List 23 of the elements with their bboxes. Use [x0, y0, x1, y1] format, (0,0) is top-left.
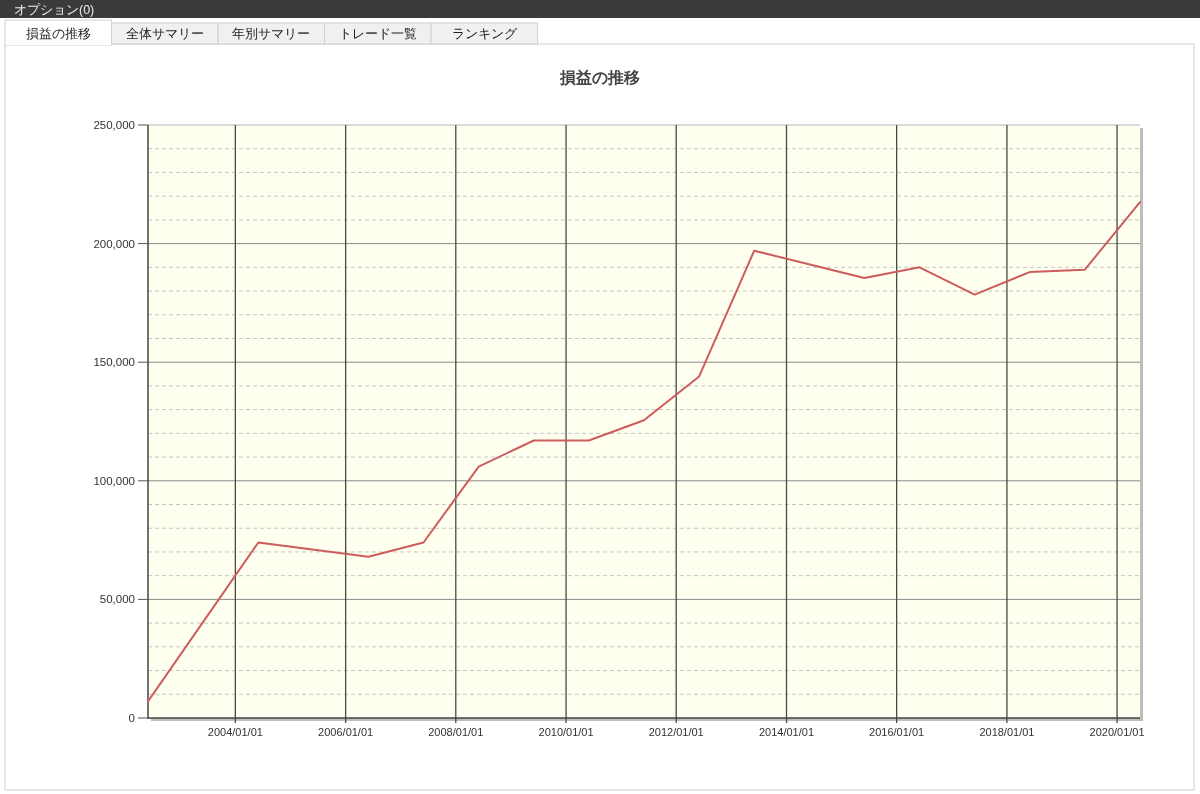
y-tick-label: 50,000	[99, 593, 135, 606]
x-tick-label: 2008/01/01	[428, 726, 484, 738]
x-tick-label: 2016/01/01	[869, 726, 925, 738]
tab: 年別サマリー	[217, 22, 325, 45]
menu-bar: オプション(0)	[0, 0, 1200, 18]
tab-selected: 損益の推移	[4, 19, 112, 46]
x-tick-label: 2020/01/01	[1089, 726, 1145, 738]
y-tick-label: 150,000	[93, 356, 135, 369]
x-tick-label: 2014/01/01	[758, 726, 815, 738]
y-tick-label: 200,000	[93, 237, 135, 250]
tab: ランキング	[430, 22, 538, 45]
x-tick-label: 2006/01/01	[318, 726, 374, 738]
tab: トレード一覧	[324, 22, 432, 45]
x-tick-label: 2010/01/01	[538, 726, 594, 738]
y-tick-label: 250,000	[93, 119, 135, 131]
y-tick-label: 0	[128, 712, 135, 724]
x-tick-label: 2012/01/01	[648, 726, 704, 738]
line-series	[147, 201, 1141, 703]
x-tick-label: 2018/01/01	[979, 726, 1035, 738]
y-tick-label: 100,000	[93, 474, 135, 487]
chart-title: 損益の推移	[559, 69, 640, 86]
tab: 全体サマリー	[111, 22, 219, 45]
x-tick-label: 2004/01/01	[207, 726, 263, 738]
